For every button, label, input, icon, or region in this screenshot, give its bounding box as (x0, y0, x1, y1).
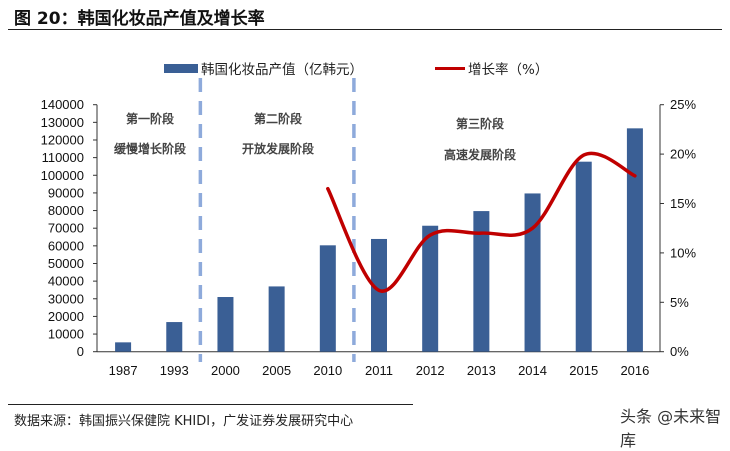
left-tick-label: 60000 (48, 238, 84, 253)
x-tick-label: 2005 (262, 363, 291, 378)
right-tick-label: 0% (670, 344, 689, 359)
left-tick-label: 10000 (48, 327, 84, 342)
phase-desc: 开放发展阶段 (242, 141, 315, 156)
bar-2000 (217, 297, 233, 352)
phase-name: 第二阶段 (254, 111, 303, 126)
x-tick-label: 1987 (109, 363, 138, 378)
bar-1987 (115, 342, 131, 351)
x-tick-label: 2010 (313, 363, 342, 378)
bar-1993 (166, 322, 182, 352)
bar-2011 (371, 239, 387, 352)
bar-2016 (627, 128, 643, 351)
right-tick-label: 20% (670, 147, 696, 162)
bar-2005 (269, 286, 285, 351)
x-tick-label: 2015 (569, 363, 598, 378)
x-tick-label: 2013 (467, 363, 496, 378)
left-tick-label: 130000 (41, 115, 84, 130)
source-note: 数据来源：韩国振兴保健院 KHIDI，广发证券发展研究中心 (14, 410, 353, 429)
right-tick-label: 5% (670, 295, 689, 310)
watermark: 头条 @未来智库 (620, 403, 730, 451)
bar-2010 (320, 245, 336, 351)
x-tick-label: 2016 (620, 363, 649, 378)
right-tick-label: 10% (670, 245, 696, 260)
bar-2015 (576, 162, 592, 352)
left-tick-label: 0 (77, 344, 84, 359)
phase-desc: 缓慢增长阶段 (114, 141, 187, 156)
phase-desc: 高速发展阶段 (444, 147, 517, 162)
chart-plot: 0 10000 20000 30000 40000 50000 60000 70000 8000… (0, 0, 730, 434)
phase-name: 第三阶段 (456, 116, 505, 131)
left-tick-label: 140000 (41, 97, 84, 112)
left-tick-label: 90000 (48, 185, 84, 200)
right-tick-label: 15% (670, 196, 696, 211)
left-tick-label: 30000 (48, 291, 84, 306)
x-tick-label: 2014 (518, 363, 547, 378)
x-tick-label: 1993 (160, 363, 189, 378)
x-tick-label: 2012 (416, 363, 445, 378)
phase-name: 第一阶段 (126, 111, 175, 126)
left-tick-label: 110000 (42, 150, 84, 165)
x-tick-label: 2011 (365, 363, 393, 378)
left-tick-label: 80000 (48, 203, 84, 218)
left-tick-label: 50000 (48, 256, 84, 271)
left-tick-label: 120000 (41, 132, 84, 147)
left-tick-label: 40000 (48, 274, 84, 289)
bar-2012 (422, 226, 438, 352)
source-rule (8, 404, 413, 405)
bar-2014 (525, 193, 541, 351)
x-tick-label: 2000 (211, 363, 240, 378)
left-tick-label: 20000 (48, 309, 84, 324)
left-tick-label: 70000 (48, 221, 84, 236)
right-tick-label: 25% (670, 97, 696, 112)
left-tick-label: 100000 (41, 168, 84, 183)
